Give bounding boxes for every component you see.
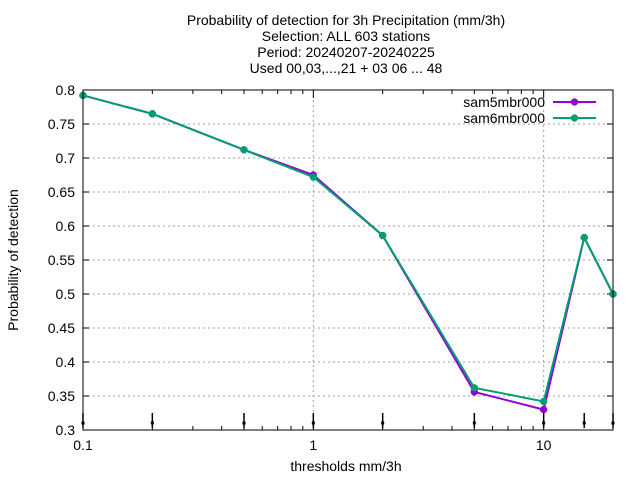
data-point [580, 233, 588, 242]
grid [83, 90, 613, 430]
data-point [309, 173, 317, 181]
title-line-3: Period: 20240207-20240225 [257, 44, 435, 60]
legend-label: sam5mbr000 [463, 94, 545, 110]
data-point [540, 397, 548, 406]
y-axis-label: Probability of detection [5, 189, 21, 331]
series-layer [79, 91, 617, 414]
series-line [82, 94, 614, 403]
y-tick-label: 0.65 [48, 184, 75, 200]
axis-ticks: 0.3 0.35 0.4 0.45 0.5 0.55 0.6 0.65 0.7 0.75 0.8 0.… [48, 82, 614, 453]
y-tick-label: 0.7 [56, 150, 76, 166]
plot-frame [82, 89, 614, 431]
chart-title: Probability of detection for 3h Precipit… [187, 12, 505, 76]
title-line-2: Selection: ALL 603 stations [262, 28, 430, 44]
y-tick-label: 0.5 [56, 286, 76, 302]
title-line-4: Used 00,03,...,21 + 03 06 ... 48 [250, 60, 443, 76]
x-tick-label: 0.1 [73, 437, 93, 453]
data-point [379, 231, 387, 240]
error-bars [81, 413, 615, 428]
series-sam5mbr000 [79, 91, 617, 414]
data-point [148, 110, 156, 118]
data-point [470, 384, 478, 392]
legend-label: sam6mbr000 [463, 110, 545, 126]
x-axis-label: thresholds mm/3h [290, 458, 401, 474]
y-tick-label: 0.4 [56, 354, 76, 370]
y-tick-label: 0.6 [56, 218, 76, 234]
y-tick-label: 0.55 [48, 252, 75, 268]
series-sam6mbr000 [79, 91, 617, 406]
title-line-1: Probability of detection for 3h Precipit… [187, 12, 505, 28]
data-point [240, 146, 248, 154]
y-tick-label: 0.75 [48, 116, 75, 132]
y-tick-label: 0.3 [56, 422, 76, 438]
x-tick-label: 1 [309, 437, 317, 453]
y-tick-label: 0.8 [56, 82, 76, 98]
legend-marker [570, 114, 579, 122]
data-point [540, 406, 548, 414]
legend-marker [570, 98, 579, 106]
y-tick-label: 0.45 [48, 320, 75, 336]
x-tick-label: 10 [536, 437, 552, 453]
y-tick-label: 0.35 [48, 388, 75, 404]
